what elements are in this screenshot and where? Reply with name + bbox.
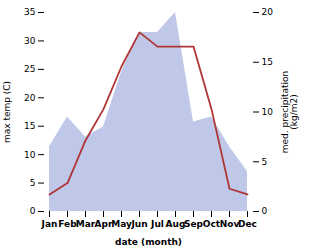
svg-text:max temp (C): max temp (C) bbox=[2, 81, 12, 143]
svg-text:med. precipitation(kg/m2): med. precipitation(kg/m2) bbox=[280, 71, 299, 153]
svg-text:date (month): date (month) bbox=[115, 237, 182, 247]
svg-text:Mar: Mar bbox=[76, 219, 96, 229]
svg-text:Sep: Sep bbox=[184, 219, 204, 229]
svg-text:Apr: Apr bbox=[94, 218, 113, 229]
svg-text:15: 15 bbox=[262, 57, 273, 67]
svg-text:25: 25 bbox=[24, 64, 35, 74]
svg-text:Jan: Jan bbox=[41, 219, 58, 229]
svg-text:35: 35 bbox=[24, 7, 35, 17]
svg-text:0: 0 bbox=[262, 206, 268, 216]
svg-text:Feb: Feb bbox=[58, 219, 77, 229]
svg-text:20: 20 bbox=[262, 7, 274, 17]
svg-text:Aug: Aug bbox=[166, 219, 186, 229]
svg-text:Jun: Jun bbox=[130, 219, 147, 229]
svg-text:5: 5 bbox=[262, 157, 268, 167]
svg-text:Jul: Jul bbox=[150, 219, 164, 229]
svg-text:15: 15 bbox=[24, 121, 35, 131]
svg-text:Oct: Oct bbox=[203, 219, 221, 229]
svg-text:0: 0 bbox=[30, 206, 36, 216]
svg-text:5: 5 bbox=[30, 178, 36, 188]
svg-text:Dec: Dec bbox=[238, 219, 257, 229]
svg-text:20: 20 bbox=[24, 93, 36, 103]
svg-text:Nov: Nov bbox=[220, 219, 240, 229]
svg-text:May: May bbox=[111, 219, 132, 229]
svg-text:30: 30 bbox=[24, 36, 36, 46]
svg-text:10: 10 bbox=[24, 150, 36, 160]
svg-text:10: 10 bbox=[262, 107, 274, 117]
